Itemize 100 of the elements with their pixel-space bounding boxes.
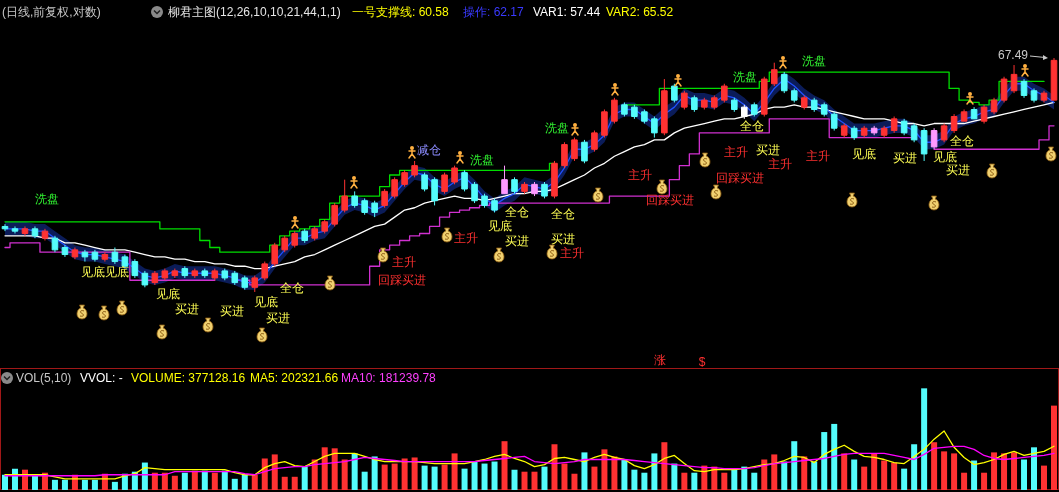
candlestick bbox=[581, 139, 588, 164]
annotation: 主升 bbox=[806, 149, 830, 163]
text: 买进 bbox=[175, 302, 199, 316]
annotation: 主升 bbox=[454, 231, 478, 245]
bar bbox=[1041, 465, 1048, 490]
bar bbox=[951, 453, 958, 490]
bar bbox=[751, 472, 758, 490]
candlestick bbox=[471, 181, 478, 204]
text: VAR2: 65.52 bbox=[606, 5, 674, 19]
bar bbox=[221, 470, 228, 490]
bar bbox=[721, 472, 728, 490]
bar bbox=[321, 447, 328, 490]
bar bbox=[551, 444, 558, 490]
bar bbox=[151, 472, 158, 490]
annotation: 减仓 bbox=[417, 143, 441, 157]
annotation: 全仓 bbox=[280, 281, 304, 295]
bar bbox=[671, 463, 678, 490]
candlestick bbox=[770, 62, 778, 87]
annotation: 见底 bbox=[156, 287, 180, 301]
bar bbox=[1021, 459, 1028, 490]
candlestick bbox=[651, 116, 658, 139]
bar bbox=[301, 466, 308, 490]
bar bbox=[461, 468, 468, 490]
text: VAR1: 57.44 bbox=[533, 5, 601, 19]
bar bbox=[91, 479, 98, 490]
text: 见底 bbox=[254, 295, 278, 309]
bar bbox=[531, 471, 538, 490]
bar bbox=[111, 481, 118, 490]
text: 操作: 62.17 bbox=[463, 5, 525, 19]
candlestick bbox=[830, 111, 838, 132]
bar bbox=[231, 478, 238, 490]
bar bbox=[741, 466, 748, 490]
bar bbox=[641, 472, 648, 490]
annotation: 全仓 bbox=[950, 134, 974, 148]
bar bbox=[421, 465, 428, 490]
bar bbox=[391, 463, 398, 490]
annotation: 洗盘 bbox=[733, 70, 757, 84]
bar bbox=[691, 472, 698, 490]
bar bbox=[771, 454, 778, 490]
chart-subtitle: 柳君主图(12,26,10,10,21,44,1,1) bbox=[168, 5, 341, 19]
candlestick bbox=[681, 90, 688, 110]
bar bbox=[81, 479, 88, 490]
bar bbox=[201, 470, 208, 490]
bar bbox=[891, 462, 898, 490]
bar bbox=[731, 469, 738, 490]
bar bbox=[181, 472, 188, 490]
bar bbox=[401, 458, 408, 490]
bar bbox=[831, 423, 838, 490]
annotation: 全仓 bbox=[551, 207, 575, 221]
candlestick bbox=[611, 97, 618, 125]
bar bbox=[681, 472, 688, 490]
bar bbox=[631, 469, 638, 490]
bar bbox=[361, 471, 368, 490]
bar bbox=[571, 473, 578, 490]
candlestick bbox=[81, 249, 89, 263]
bar bbox=[291, 476, 298, 490]
bar bbox=[381, 464, 388, 490]
candlestick bbox=[131, 258, 139, 279]
candlestick bbox=[261, 261, 269, 281]
candlestick bbox=[1000, 76, 1008, 103]
candlestick bbox=[391, 176, 398, 199]
bar bbox=[801, 456, 808, 490]
bar bbox=[61, 479, 68, 490]
text: 买进 bbox=[220, 304, 244, 318]
candlestick bbox=[441, 172, 448, 195]
annotation: 洗盘 bbox=[35, 192, 59, 206]
bar bbox=[351, 453, 358, 490]
candlestick bbox=[461, 169, 468, 192]
text: VVOL: - bbox=[80, 371, 123, 385]
annotation: 洗盘 bbox=[470, 153, 494, 167]
bar bbox=[761, 459, 768, 490]
annotation: 回踩买进 bbox=[646, 193, 694, 207]
text: $ bbox=[698, 355, 706, 369]
bar bbox=[851, 459, 858, 490]
candlestick bbox=[950, 113, 958, 134]
bar bbox=[471, 461, 478, 490]
bar bbox=[411, 457, 418, 490]
candlestick bbox=[940, 123, 948, 143]
bar bbox=[521, 471, 528, 490]
bar bbox=[841, 453, 848, 490]
text: MA5: 202321.66 bbox=[250, 371, 339, 385]
bar bbox=[651, 453, 658, 490]
annotation: 全仓 bbox=[505, 205, 529, 219]
candlestick bbox=[910, 123, 918, 143]
candlestick bbox=[930, 127, 938, 150]
bar bbox=[971, 460, 978, 490]
bar bbox=[1051, 405, 1057, 490]
bar bbox=[791, 441, 798, 490]
bar bbox=[441, 464, 448, 490]
bar bbox=[911, 444, 918, 490]
bar bbox=[271, 454, 278, 490]
annotation: 买进 bbox=[551, 232, 575, 246]
bar bbox=[31, 474, 38, 490]
candlestick bbox=[451, 165, 458, 185]
candlestick bbox=[601, 108, 608, 139]
annotation: 主升 bbox=[724, 145, 748, 159]
bar bbox=[1001, 453, 1008, 490]
bar bbox=[661, 442, 668, 490]
candlestick bbox=[421, 172, 428, 192]
bar bbox=[331, 448, 338, 490]
